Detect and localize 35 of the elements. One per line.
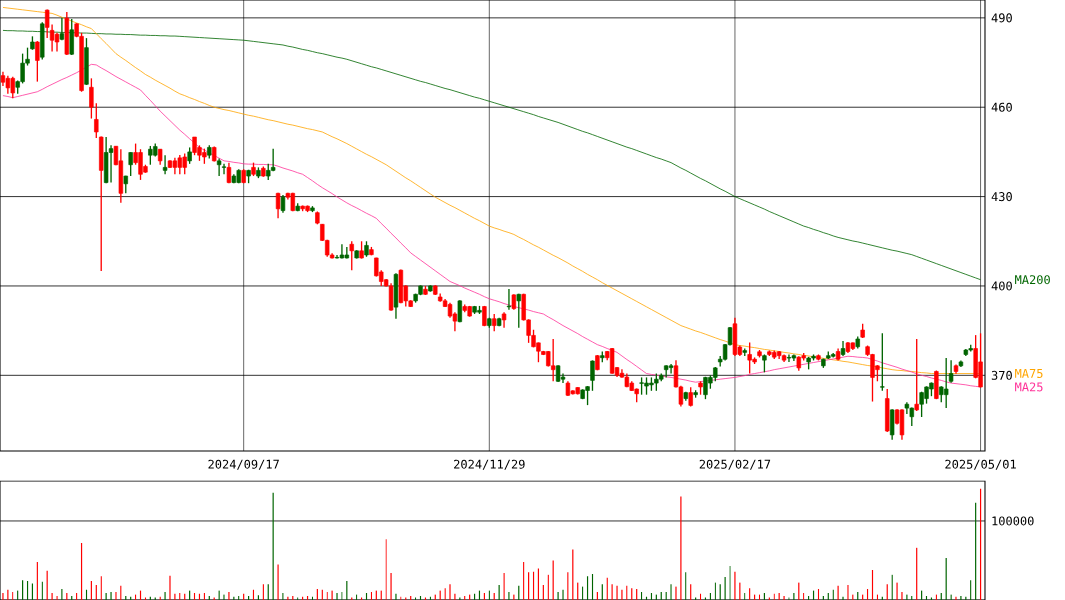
y-tick-label: 460 bbox=[991, 102, 1012, 112]
y-tick-label: 490 bbox=[991, 13, 1012, 23]
candlestick bbox=[590, 359, 595, 392]
candlestick bbox=[128, 151, 133, 177]
y-tick-label: 400 bbox=[991, 281, 1012, 291]
candlestick bbox=[221, 163, 227, 175]
candlestick bbox=[516, 293, 521, 329]
candlestick bbox=[948, 359, 954, 384]
text: MA25 bbox=[1015, 382, 1043, 392]
candlestick bbox=[550, 338, 556, 382]
candlestick bbox=[688, 386, 693, 408]
candlestick bbox=[943, 357, 949, 409]
y-tick-label: 430 bbox=[991, 192, 1012, 202]
x-tick-label: 2024/09/17 bbox=[208, 459, 279, 470]
text: MA75 bbox=[1015, 369, 1043, 378]
candlestick bbox=[786, 353, 792, 363]
candlestick bbox=[914, 338, 919, 412]
candlestick bbox=[89, 77, 94, 120]
candlestick bbox=[880, 332, 885, 392]
x-tick-label: 2025/02/17 bbox=[699, 459, 771, 470]
candlestick bbox=[108, 144, 114, 184]
candlestick bbox=[94, 102, 99, 139]
candlestick bbox=[349, 240, 354, 271]
candlestick bbox=[668, 363, 674, 375]
x-tick-label: 2025/05/01 bbox=[945, 459, 1016, 470]
candlestick bbox=[35, 40, 40, 83]
y-tick-label: 100000 bbox=[992, 516, 1034, 526]
candlestick bbox=[216, 157, 222, 177]
text: MA200 bbox=[1015, 275, 1050, 285]
x-tick-label: 2024/11/29 bbox=[454, 459, 525, 470]
candlestick bbox=[275, 192, 281, 220]
y-tick-label: 370 bbox=[991, 370, 1012, 380]
candlestick bbox=[506, 288, 512, 311]
candlestick bbox=[339, 243, 345, 260]
candlestick bbox=[162, 154, 168, 175]
